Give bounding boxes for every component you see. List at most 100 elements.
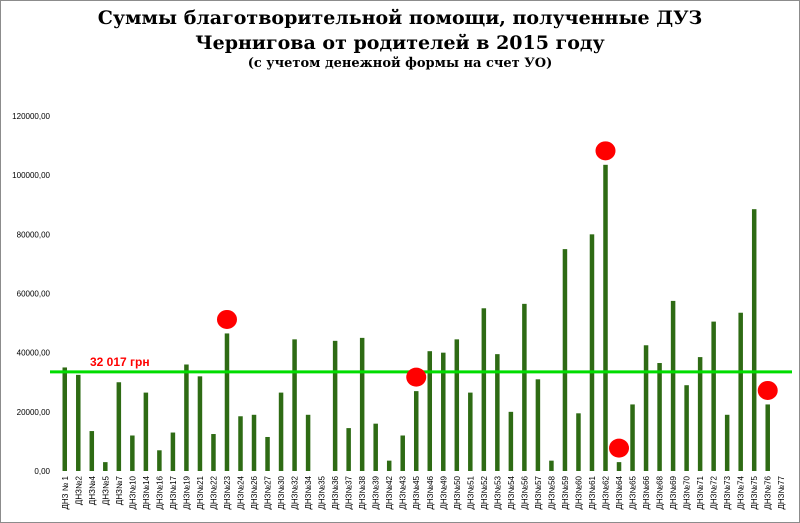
y-tick-label: 100000,00 [12,171,50,180]
x-tick-label: ДНЗ № 1 [61,475,70,509]
bar [157,450,162,471]
x-tick-label: ДНЗ№69 [669,475,678,509]
x-tick-label: ДНЗ№56 [520,475,529,509]
bar [589,234,595,471]
bar [738,312,743,471]
highlight-marker [406,367,427,387]
x-tick-label: ДНЗ№35 [318,475,327,509]
y-tick-label: 20000,00 [17,408,51,417]
x-tick-label: ДНЗ№27 [264,475,273,509]
x-tick-label: ДНЗ№66 [642,475,651,509]
bar [346,428,351,471]
bar [292,339,297,471]
bar [751,209,757,471]
bar [359,337,365,471]
x-tick-label: ДНЗ№26 [250,475,259,509]
x-tick-label: ДНЗ№58 [547,475,556,509]
x-tick-label: ДНЗ№22 [209,475,218,509]
x-tick-label: ДНЗ№14 [142,475,151,509]
highlight-marker [609,438,630,458]
x-tick-label: ДНЗ№23 [223,475,232,509]
highlight-marker [216,309,237,329]
bar [143,392,149,471]
x-tick-label: ДНЗ№50 [453,475,462,509]
bar [495,354,500,471]
bar [413,391,419,471]
bar [373,423,378,471]
x-tick-label: ДНЗ№37 [345,475,354,509]
x-tick-label: ДНЗ№74 [737,475,746,509]
x-tick-label: ДНЗ№36 [331,475,340,509]
x-tick-label: ДНЗ№53 [493,475,502,509]
y-tick-label: 60000,00 [17,290,51,299]
x-tick-label: ДНЗ№52 [480,475,489,509]
x-tick-label: ДНЗ№39 [372,475,381,509]
chart-subtitle: (с учетом денежной формы на счет УО) [247,56,553,71]
highlight-marker [595,141,616,161]
bar [535,379,541,471]
bar [684,385,689,471]
bar [197,376,203,471]
bar [724,414,730,471]
bar [711,321,716,471]
x-tick-label: ДНЗ№32 [291,475,300,509]
bar [251,414,257,471]
x-tick-label: ДНЗ№4 [88,475,97,505]
bar [562,249,568,471]
x-tick-label: ДНЗ№49 [439,475,448,509]
bar [238,416,243,471]
x-tick-label: ДНЗ№38 [358,475,367,509]
bar [616,462,622,471]
x-axis-labels: ДНЗ № 1 ДНЗ№2 ДНЗ№4 ДНЗ№5 ДНЗ№7 ДНЗ№10 ДНЗ№14 Д… [61,475,786,509]
x-tick-label: ДНЗ№19 [182,475,191,509]
bar [278,392,284,471]
x-tick-label: ДНЗ№10 [128,475,137,509]
chart-title-line2: Чернигова от родителей в 2015 году [195,32,605,54]
bar [508,411,514,471]
x-tick-label: ДНЗ№42 [385,475,394,509]
x-tick-label: ДНЗ№24 [237,475,246,509]
x-tick-label: ДНЗ№59 [561,475,570,509]
bar [116,382,122,471]
bar [305,414,311,471]
bar [386,460,392,471]
x-tick-label: ДНЗ№62 [602,475,611,509]
bar [643,345,649,471]
x-tick-label: ДНЗ№7 [115,475,124,505]
x-tick-label: ДНЗ№17 [169,475,178,509]
x-tick-label: ДНЗ№64 [615,475,624,509]
average-line-label: 32 017 грн [90,355,150,369]
x-tick-label: ДНЗ№54 [507,475,516,509]
x-tick-label: ДНЗ№57 [534,475,543,509]
chart-title: Суммы благотворительной помощи, полученн… [0,6,800,56]
bar [224,333,230,471]
x-tick-label: ДНЗ№16 [155,475,164,509]
x-tick-label: ДНЗ№43 [399,475,408,509]
x-tick-label: ДНЗ№30 [277,475,286,509]
x-tick-label: ДНЗ№5 [101,475,110,505]
y-tick-label: 0,00 [34,467,50,476]
bar [630,404,635,471]
highlight-marker [757,380,778,400]
bar [265,436,270,471]
bar [211,434,216,471]
x-tick-label: ДНЗ№61 [588,475,597,509]
bar [62,367,68,471]
x-tick-label: ДНЗ№76 [764,475,773,509]
bar [697,357,703,471]
bar [427,351,433,471]
chart-title-line1: Суммы благотворительной помощи, полученн… [97,7,703,29]
bar [441,352,446,471]
x-tick-label: ДНЗ№45 [412,475,421,509]
bar [481,308,487,471]
bar [576,413,581,471]
x-tick-label: ДНЗ№2 [74,475,83,505]
x-tick-label: ДНЗ№71 [696,475,705,509]
x-tick-label: ДНЗ№70 [683,475,692,509]
x-tick-label: ДНЗ№51 [466,475,475,509]
bar [184,364,189,471]
bar [670,300,676,471]
bar [400,435,405,471]
bar [657,363,662,471]
y-tick-label: 120000,00 [12,112,50,121]
